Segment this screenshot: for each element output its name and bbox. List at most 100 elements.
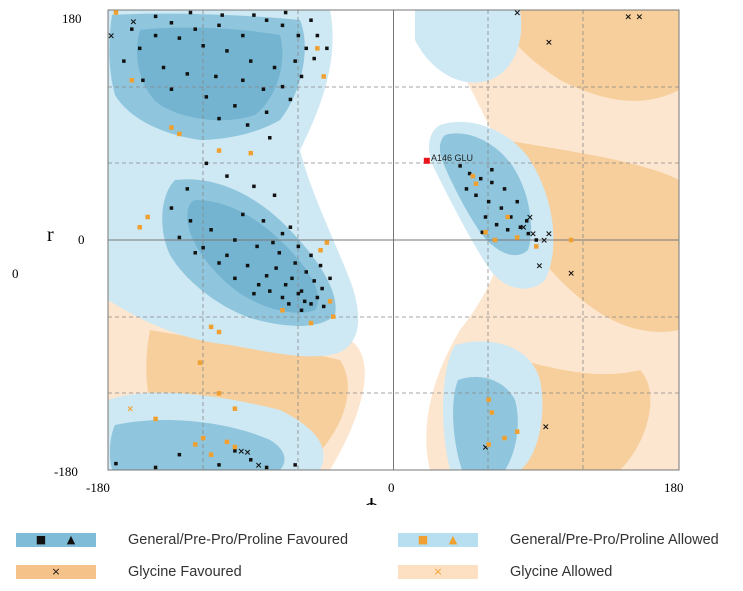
point-general-pre-pro-proline-favoured: [534, 238, 538, 242]
point-general-pre-pro-proline-favoured: [245, 263, 250, 268]
point-general-pre-pro-proline-favoured: [486, 199, 491, 204]
point-general-pre-pro-proline-favoured: [309, 253, 313, 258]
point-general-pre-pro-proline-favoured: [177, 452, 182, 457]
annotation-outlier-label: A146 GLU: [431, 153, 473, 163]
point-glycine-favoured: ×: [636, 12, 644, 22]
point-general-pre-pro-proline-allowed: [534, 244, 539, 249]
legend-swatch-glycine-allowed: ×: [398, 565, 478, 579]
point-general-pre-pro-proline-allowed: [514, 429, 520, 434]
point-general-pre-pro-proline-favoured: [315, 33, 320, 38]
x-tick-right: 180: [664, 480, 684, 495]
point-general-pre-pro-proline-allowed: [324, 240, 330, 245]
point-general-pre-pro-proline-favoured: [309, 302, 313, 306]
point-glycine-favoured: ×: [536, 262, 544, 272]
point-general-pre-pro-proline-favoured: [494, 222, 499, 227]
point-general-pre-pro-proline-allowed: [145, 214, 150, 220]
point-general-pre-pro-proline-favoured: [209, 228, 213, 232]
region-general-favoured-bottom-right: [453, 376, 518, 470]
point-general-pre-pro-proline-favoured: [252, 184, 256, 189]
legend-label-general-allowed: General/Pre-Pro/Proline Allowed: [510, 532, 719, 548]
point-general-pre-pro-proline-allowed: [483, 230, 488, 235]
point-general-pre-pro-proline-favoured: [272, 65, 277, 70]
point-general-pre-pro-proline-favoured: [296, 244, 301, 249]
point-general-pre-pro-proline-favoured: [225, 49, 229, 53]
point-general-pre-pro-proline-favoured: [256, 282, 261, 287]
point-general-pre-pro-proline-allowed: [568, 237, 574, 243]
legend-item-general-allowed: ■ ▲ General/Pre-Pro/Proline Allowed: [398, 529, 719, 551]
legend-label-glycine-allowed: Glycine Allowed: [510, 564, 613, 580]
point-general-pre-pro-proline-favoured: [217, 463, 221, 467]
point-general-pre-pro-proline-favoured: [225, 174, 229, 178]
point-general-pre-pro-proline-favoured: [264, 18, 269, 22]
legend-item-glycine-favoured: × Glycine Favoured: [16, 561, 242, 583]
point-glycine-favoured: ×: [237, 447, 245, 457]
point-general-pre-pro-proline-favoured: [287, 302, 291, 306]
point-general-pre-pro-proline-favoured: [280, 84, 285, 89]
point-general-pre-pro-proline-allowed: [232, 406, 238, 411]
point-general-pre-pro-proline-favoured: [169, 206, 174, 210]
point-general-pre-pro-proline-favoured: [217, 23, 221, 28]
point-general-pre-pro-proline-allowed: [216, 391, 222, 396]
point-general-pre-pro-proline-allowed: [153, 416, 158, 422]
point-general-pre-pro-proline-allowed: [486, 442, 491, 447]
point-general-pre-pro-proline-favoured: [328, 276, 332, 281]
point-general-pre-pro-proline-favoured: [220, 13, 224, 17]
point-general-pre-pro-proline-favoured: [509, 215, 513, 219]
point-general-pre-pro-proline-favoured: [268, 136, 272, 140]
point-general-pre-pro-proline-allowed: [197, 360, 203, 365]
plot-frame: [107, 9, 680, 471]
point-general-pre-pro-proline-favoured: [274, 266, 278, 270]
legend-swatch-general-favoured: ■ ▲: [16, 533, 96, 547]
point-general-pre-pro-proline-favoured: [153, 33, 158, 38]
point-general-pre-pro-proline-favoured: [272, 193, 277, 198]
point-general-pre-pro-proline-favoured: [114, 461, 118, 466]
point-glycine-favoured: ×: [529, 230, 537, 240]
point-general-pre-pro-proline-favoured: [478, 176, 483, 181]
point-general-pre-pro-proline-favoured: [526, 231, 531, 236]
point-general-pre-pro-proline-favoured: [122, 59, 126, 63]
point-general-pre-pro-proline-favoured: [233, 238, 237, 242]
point-general-pre-pro-proline-favoured: [480, 230, 485, 235]
point-glycine-allowed: ×: [126, 405, 134, 415]
point-general-pre-pro-proline-favoured: [255, 244, 259, 249]
point-general-pre-pro-proline-allowed: [330, 314, 336, 319]
point-general-pre-pro-proline-favoured: [293, 463, 297, 467]
point-general-pre-pro-proline-favoured: [141, 78, 145, 83]
point-glycine-favoured: ×: [130, 18, 138, 28]
point-general-pre-pro-proline-favoured: [490, 180, 494, 185]
legend-label-glycine-favoured: Glycine Favoured: [128, 564, 242, 580]
point-general-pre-pro-proline-favoured: [233, 449, 237, 453]
legend-swatch-general-allowed: ■ ▲: [398, 533, 478, 547]
point-general-pre-pro-proline-favoured: [201, 245, 205, 250]
point-general-pre-pro-proline-favoured: [225, 253, 229, 258]
legend-item-glycine-allowed: × Glycine Allowed: [398, 561, 612, 583]
point-general-pre-pro-proline-favoured: [312, 279, 316, 283]
point-glycine-favoured: ×: [244, 448, 252, 458]
point-general-pre-pro-proline-favoured: [193, 27, 197, 31]
ramachandran-plot: ××× ×××××××××××××××× A146 GLU 180 0 -180 …: [12, 9, 684, 505]
point-general-pre-pro-proline-favoured: [458, 164, 462, 168]
point-general-pre-pro-proline-favoured: [290, 276, 294, 281]
point-general-pre-pro-proline-favoured: [185, 187, 190, 191]
point-general-pre-pro-proline-favoured: [188, 10, 193, 15]
legend-square-glyph: ■: [417, 533, 429, 546]
point-general-pre-pro-proline-favoured: [271, 240, 275, 245]
point-general-pre-pro-proline-favoured: [137, 46, 142, 51]
legend-triangle-glyph: ▲: [448, 533, 458, 546]
point-general-pre-pro-proline-allowed: [318, 247, 323, 253]
point-general-pre-pro-proline-favoured: [130, 27, 134, 31]
point-general-pre-pro-proline-favoured: [467, 171, 472, 176]
point-general-pre-pro-proline-favoured: [153, 14, 158, 19]
point-general-pre-pro-proline-favoured: [515, 199, 519, 204]
point-general-pre-pro-proline-allowed: [505, 214, 510, 220]
point-general-pre-pro-proline-favoured: [277, 251, 282, 255]
point-general-pre-pro-proline-favoured: [241, 212, 245, 217]
point-general-pre-pro-proline-allowed: [315, 46, 320, 51]
point-general-pre-pro-proline-allowed: [514, 235, 520, 240]
axis-zero-lines: [108, 10, 679, 470]
point-general-pre-pro-proline-favoured: [464, 187, 469, 191]
point-general-pre-pro-proline-favoured: [217, 261, 221, 265]
point-general-pre-pro-proline-allowed: [280, 308, 285, 313]
point-general-pre-pro-proline-allowed: [216, 148, 222, 153]
point-general-pre-pro-proline-allowed: [489, 410, 495, 415]
